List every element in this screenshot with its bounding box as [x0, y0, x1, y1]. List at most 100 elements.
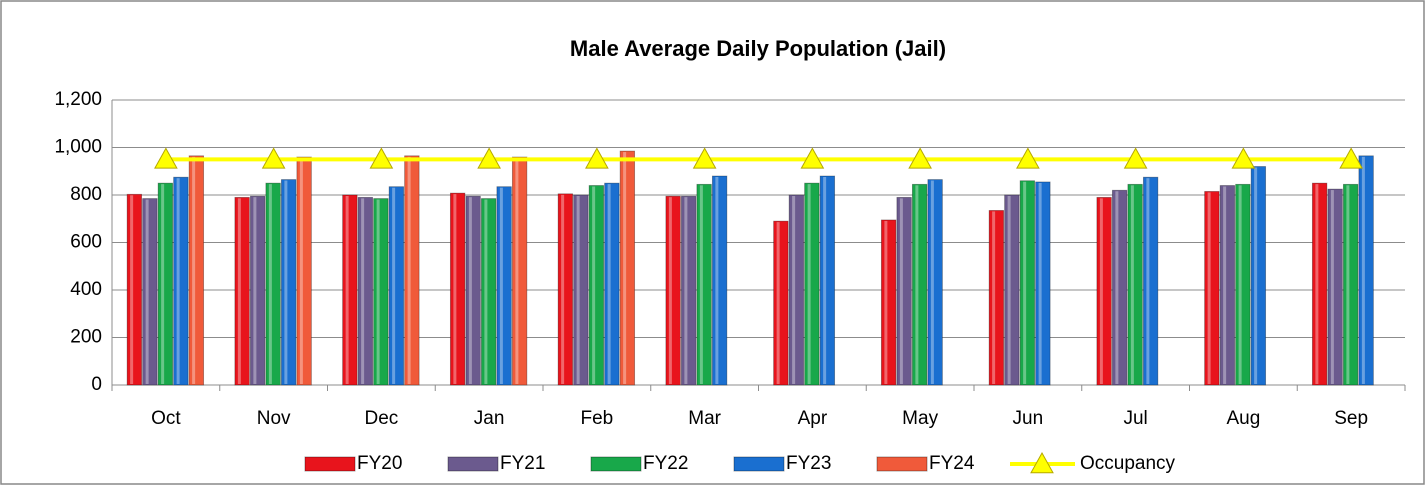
bar — [496, 186, 512, 386]
bar — [880, 219, 897, 386]
bar-shine — [468, 197, 472, 384]
bar — [1342, 183, 1359, 386]
bar — [665, 195, 681, 386]
x-tick-label: Sep — [1334, 408, 1368, 429]
bar-shine — [1115, 191, 1119, 384]
bar — [357, 196, 374, 386]
bar-shine — [915, 185, 919, 384]
bar-shine — [592, 186, 596, 384]
y-tick-label: 800 — [70, 184, 102, 205]
x-tick-label: Nov — [257, 408, 291, 429]
bar-shine — [1346, 185, 1350, 384]
bar-shine — [1038, 182, 1042, 384]
bar-shine — [807, 184, 811, 384]
bar — [696, 183, 712, 386]
bar-shine — [376, 199, 380, 384]
bar — [373, 198, 389, 386]
bar-shine — [1330, 190, 1334, 384]
legend-label: FY23 — [786, 453, 831, 474]
y-tick-label: 200 — [70, 327, 102, 348]
line-marker — [1123, 147, 1148, 169]
bar-shine — [192, 156, 196, 384]
line-marker — [477, 147, 501, 169]
bar-shine — [1238, 185, 1242, 384]
bar-shine — [1315, 184, 1319, 384]
bar-shine — [484, 199, 488, 384]
bar — [588, 185, 605, 386]
x-tick-label: Jul — [1123, 408, 1147, 429]
bar-shine — [161, 184, 165, 384]
bar — [142, 198, 158, 386]
bar — [511, 156, 528, 386]
bar — [1219, 185, 1236, 386]
bar-shine — [499, 187, 503, 384]
bar-shine — [345, 196, 349, 384]
bar-shine — [561, 194, 565, 384]
bar-shine — [1361, 156, 1365, 384]
bar-shine — [145, 199, 149, 384]
bar — [557, 193, 574, 386]
y-tick-label: 400 — [70, 279, 102, 300]
bar-shine — [299, 158, 303, 384]
bar-shine — [930, 180, 934, 384]
bar — [1111, 189, 1128, 386]
bar-shine — [699, 185, 703, 384]
bar-shine — [1207, 192, 1211, 384]
chart-title: Male Average Daily Population (Jail) — [570, 36, 946, 61]
bar-shine — [392, 187, 396, 384]
line-marker — [1231, 147, 1256, 169]
bar — [573, 194, 589, 386]
legend-label: FY24 — [929, 453, 975, 474]
bar — [604, 182, 620, 386]
bar — [296, 156, 312, 386]
x-tick-label: Mar — [688, 408, 721, 429]
legend-label: FY20 — [357, 453, 402, 474]
bar-shine — [899, 198, 903, 384]
legend-swatch — [304, 456, 356, 472]
bar-shine — [776, 222, 780, 384]
bar — [911, 183, 928, 386]
bar — [342, 194, 358, 386]
bar — [1311, 182, 1328, 386]
bar — [1142, 176, 1159, 386]
line-marker — [1016, 147, 1040, 169]
bar-shine — [1223, 186, 1227, 384]
bar — [234, 196, 250, 386]
legend-label: FY22 — [643, 453, 688, 474]
x-tick-label: Dec — [364, 408, 398, 429]
bar — [788, 194, 805, 386]
x-tick-label: Apr — [798, 408, 828, 429]
bar — [1096, 196, 1112, 386]
bar — [1127, 183, 1143, 386]
bar — [819, 175, 836, 386]
legend-marker — [1030, 451, 1054, 474]
bar-shine — [684, 197, 688, 384]
bar-shine — [1023, 181, 1027, 384]
line-marker — [692, 147, 717, 169]
line-marker — [800, 147, 825, 169]
bar-shine — [1254, 167, 1258, 384]
bar-shine — [361, 198, 365, 384]
x-tick-label: Oct — [151, 408, 181, 429]
bar-shine — [453, 194, 457, 384]
bar-shine — [268, 184, 272, 384]
bar-shine — [237, 198, 241, 384]
line-marker — [261, 147, 286, 169]
y-tick-label: 1,000 — [54, 137, 102, 158]
bar — [1004, 194, 1020, 386]
bar-shine — [668, 197, 672, 384]
bar-shine — [623, 152, 627, 384]
bar — [927, 179, 943, 386]
y-tick-label: 600 — [70, 232, 102, 253]
legend-label: FY21 — [500, 453, 545, 474]
bar-shine — [284, 180, 288, 384]
bar — [1250, 166, 1267, 386]
bar — [1235, 183, 1251, 386]
line-marker — [908, 147, 932, 169]
bar-shine — [823, 177, 827, 384]
bar-shine — [715, 177, 719, 384]
bar-shine — [1007, 196, 1011, 384]
y-tick-label: 0 — [91, 374, 102, 395]
bar — [773, 220, 789, 386]
bar — [465, 195, 481, 386]
